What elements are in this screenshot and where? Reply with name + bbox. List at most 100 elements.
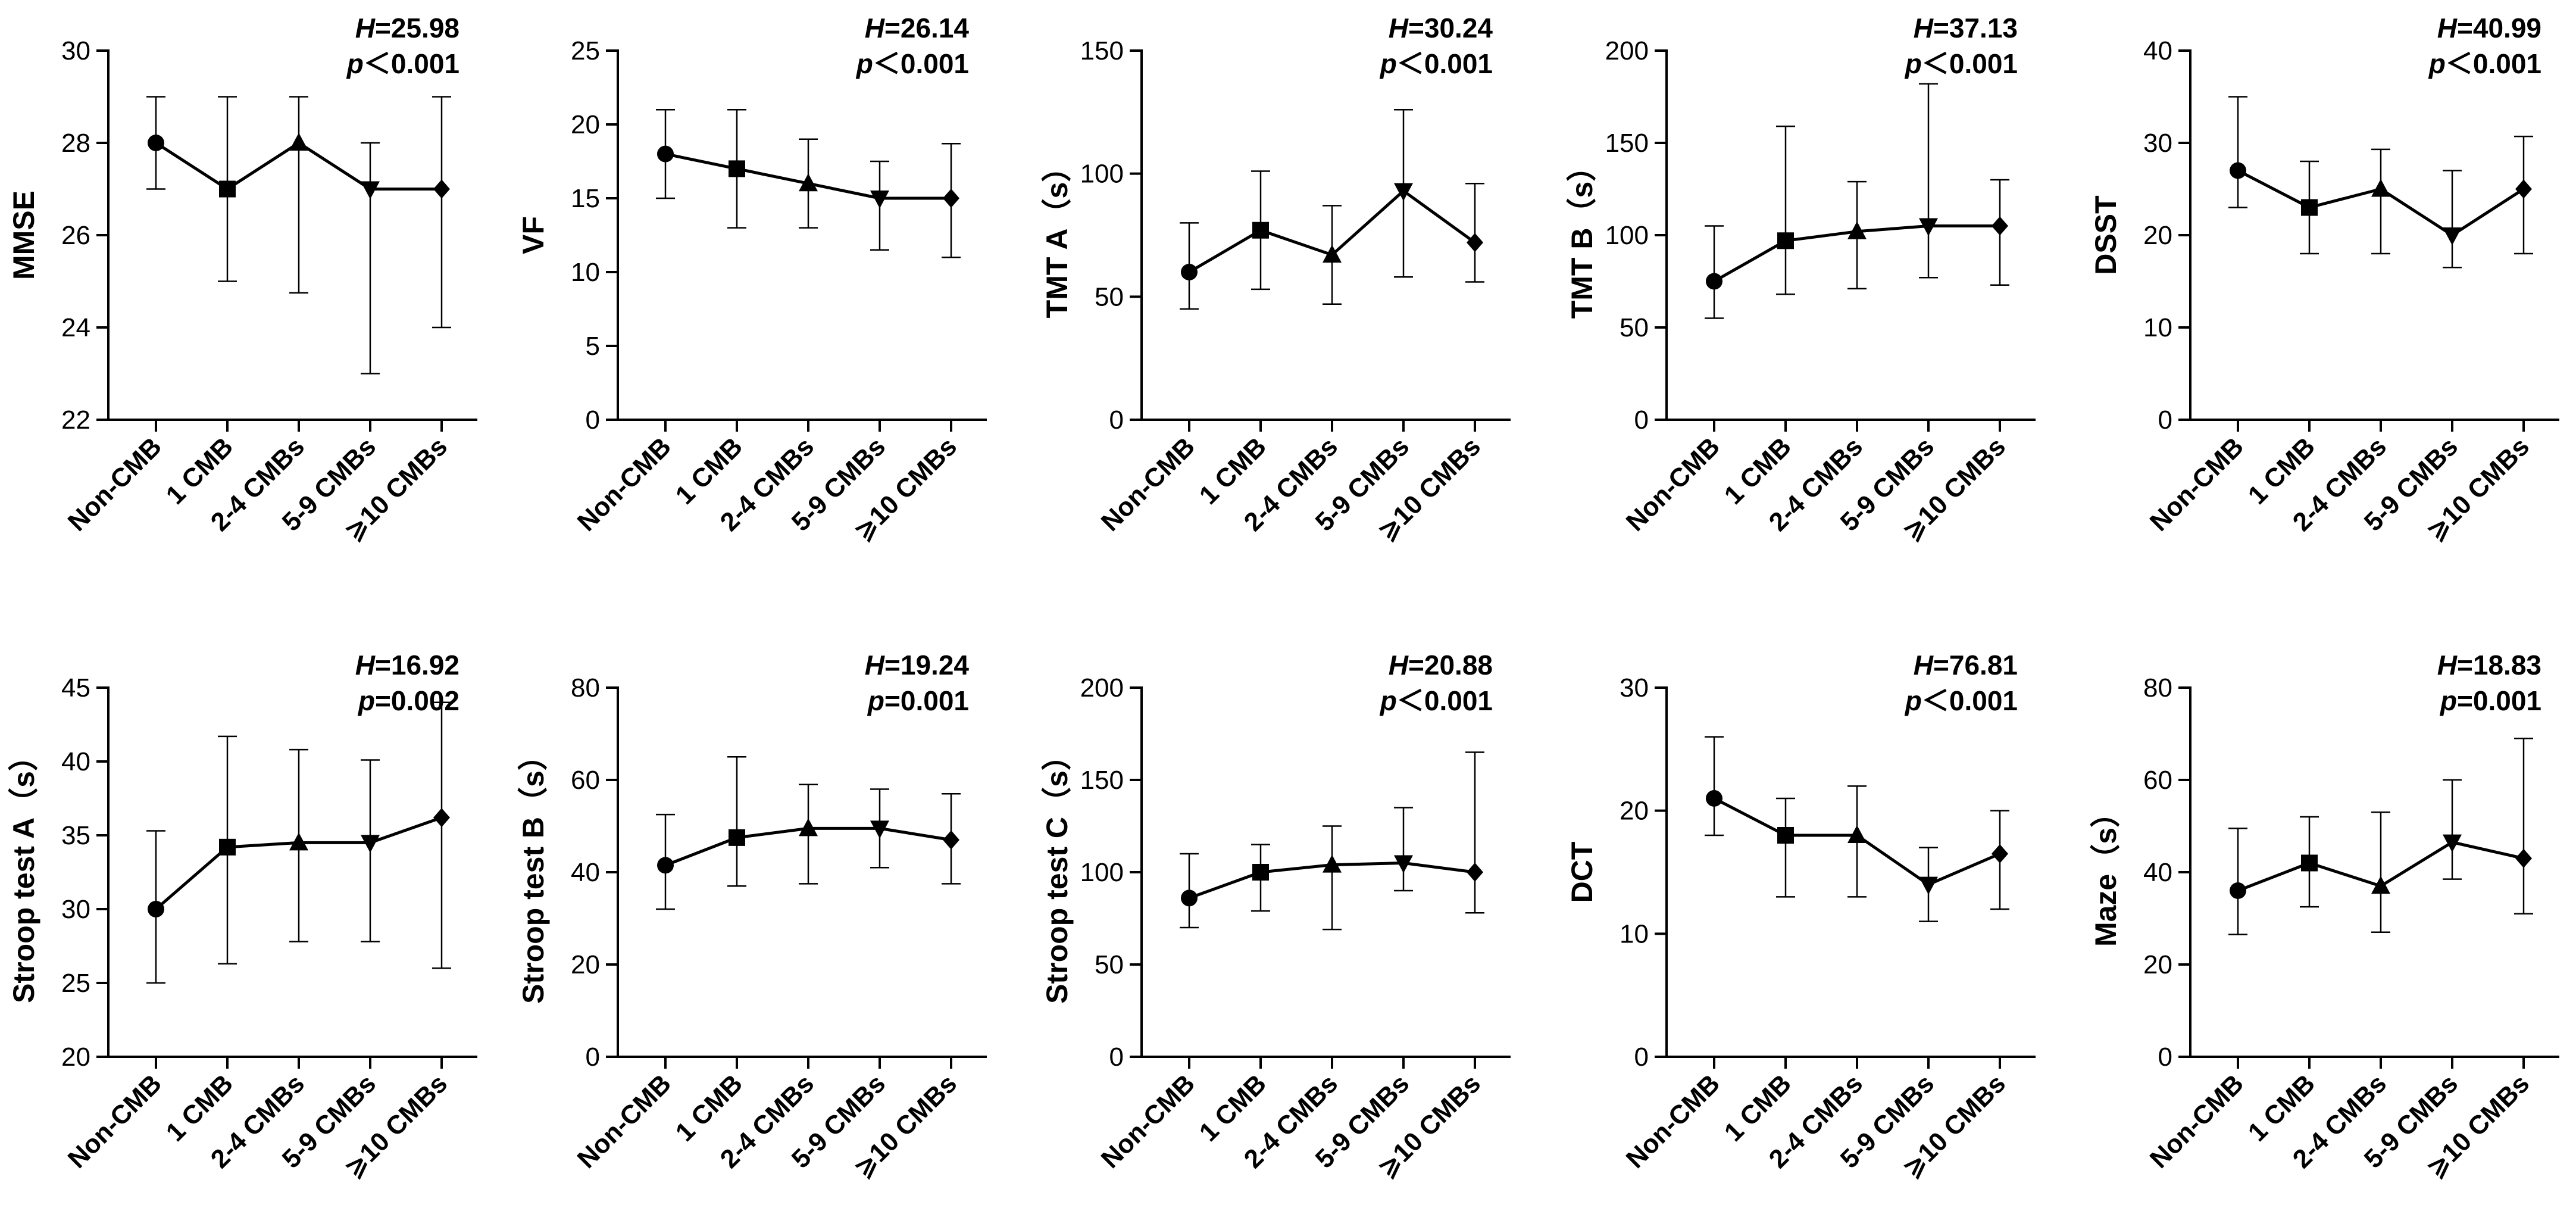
y-tick-label: 0: [1634, 1042, 1649, 1072]
y-tick-label: 20: [571, 950, 600, 979]
data-point: [2443, 834, 2462, 853]
y-tick-label: 50: [1620, 313, 1649, 342]
data-point: [1706, 273, 1722, 290]
y-tick-label: 0: [2158, 405, 2172, 435]
p-value: p＜0.001: [1904, 685, 2018, 716]
y-tick-label: 50: [1095, 282, 1124, 311]
y-tick-label: 100: [1605, 221, 1649, 250]
y-tick-label: 40: [61, 747, 90, 776]
y-tick-label: 0: [1109, 1042, 1124, 1072]
h-statistic: H=26.14: [865, 13, 970, 43]
data-point: [1919, 876, 1938, 895]
y-tick-label: 40: [2143, 858, 2172, 887]
h-statistic: H=20.88: [1389, 650, 1493, 681]
data-point: [799, 173, 818, 192]
x-tick-label: Non-CMB: [2144, 1069, 2249, 1173]
y-axis-title: DSST: [2089, 195, 2122, 274]
data-point: [1847, 825, 1867, 843]
y-tick-label: 15: [571, 184, 600, 213]
y-tick-label: 24: [61, 313, 90, 342]
y-tick-label: 10: [1620, 919, 1649, 948]
y-tick-label: 200: [1080, 673, 1124, 703]
y-axis-title: TMT B（s）: [1565, 152, 1599, 319]
y-axis-title: DCT: [1565, 842, 1599, 903]
data-point: [433, 179, 450, 199]
data-point: [1777, 827, 1794, 844]
data-point: [2301, 199, 2318, 216]
data-point: [943, 189, 959, 208]
data-point: [361, 835, 380, 853]
y-tick-label: 150: [1080, 766, 1124, 795]
y-tick-label: 0: [1109, 405, 1124, 435]
y-axis-title: Stroop test B（s）: [517, 741, 550, 1004]
p-value: p＜0.001: [1379, 48, 1493, 79]
error-bar: [361, 142, 380, 374]
data-point: [2301, 854, 2318, 872]
y-tick-label: 20: [1620, 797, 1649, 826]
h-statistic: H=30.24: [1389, 13, 1493, 43]
x-tick-label: Non-CMB: [62, 432, 167, 536]
y-axis-title: Stroop test A（s）: [7, 741, 40, 1003]
data-point: [1992, 216, 2008, 236]
data-point: [289, 832, 308, 851]
data-point: [219, 180, 236, 198]
data-point: [2443, 227, 2462, 245]
error-bar: [1465, 751, 1484, 914]
error-bar: [1919, 83, 1938, 279]
y-tick-label: 0: [586, 405, 600, 435]
data-point: [799, 818, 818, 836]
x-tick-label: Non-CMB: [572, 1069, 677, 1173]
h-statistic: H=76.81: [1914, 650, 2018, 681]
data-point: [729, 829, 745, 846]
y-tick-label: 40: [2143, 36, 2172, 65]
data-point: [1181, 889, 1198, 907]
data-point: [1777, 232, 1794, 249]
error-bar: [1705, 736, 1724, 836]
p-value: p=0.001: [2439, 685, 2541, 716]
error-bar: [1394, 807, 1413, 892]
data-point: [2230, 882, 2246, 899]
x-tick-label: Non-CMB: [1621, 1069, 1725, 1173]
y-tick-label: 26: [61, 221, 90, 250]
y-tick-label: 45: [61, 673, 90, 703]
error-bar: [1776, 125, 1795, 295]
error-bar: [2443, 170, 2462, 269]
data-point: [1252, 221, 1269, 239]
error-bar: [2228, 828, 2247, 935]
p-value: p＜0.001: [1904, 48, 2018, 79]
data-point: [1992, 844, 2008, 863]
x-tick-label: Non-CMB: [2144, 432, 2249, 536]
y-axis-title: MMSE: [7, 191, 40, 280]
error-bar: [2371, 811, 2390, 933]
y-tick-label: 30: [61, 895, 90, 924]
data-point: [1706, 790, 1722, 807]
y-tick-label: 22: [61, 405, 90, 435]
error-bar: [2371, 148, 2390, 255]
x-tick-label: Non-CMB: [1096, 432, 1201, 536]
y-tick-label: 10: [2143, 313, 2172, 342]
h-statistic: H=19.24: [865, 650, 970, 681]
y-tick-label: 80: [2143, 673, 2172, 703]
y-tick-label: 10: [571, 258, 600, 287]
y-tick-label: 25: [61, 969, 90, 998]
error-bar: [1465, 182, 1484, 283]
data-point: [2515, 179, 2532, 199]
y-tick-label: 150: [1080, 36, 1124, 65]
data-point: [361, 181, 380, 199]
y-tick-label: 100: [1080, 858, 1124, 887]
error-bar: [1776, 797, 1795, 898]
data-point: [870, 820, 889, 839]
y-axis-title: Stroop test C（s）: [1040, 741, 1074, 1004]
y-tick-label: 40: [571, 858, 600, 887]
y-tick-label: 0: [586, 1042, 600, 1072]
y-tick-label: 25: [571, 36, 600, 65]
data-point: [870, 191, 889, 208]
error-bar: [2228, 96, 2247, 208]
data-point: [1323, 245, 1342, 263]
